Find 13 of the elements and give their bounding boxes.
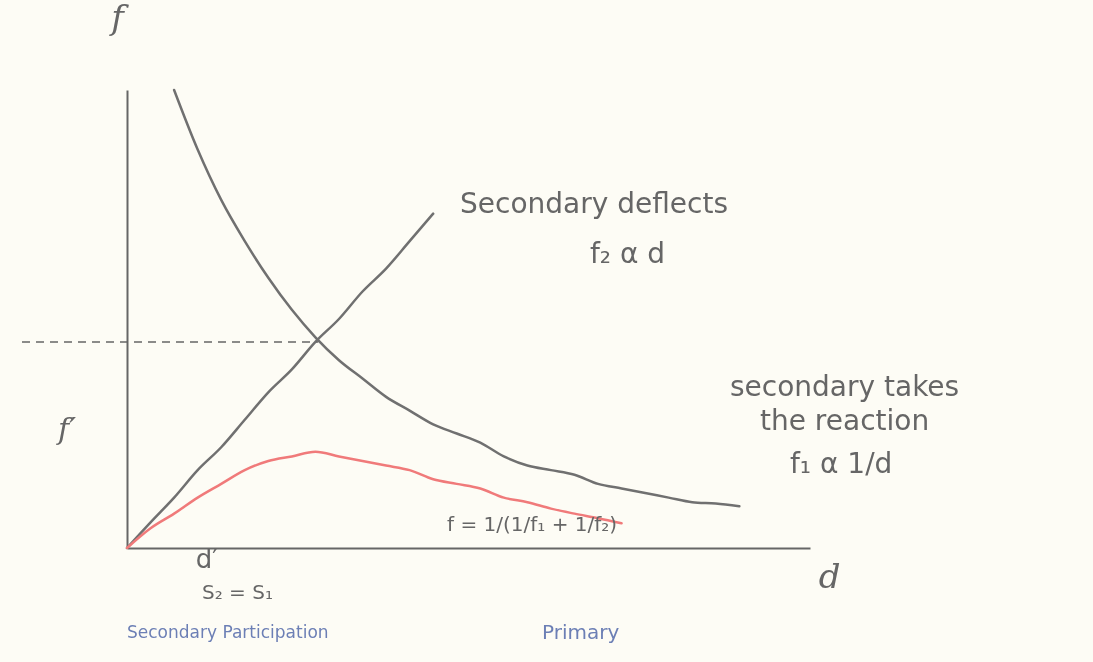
text: S₂ = S₁: [202, 580, 273, 604]
annotation: Secondary deflects: [460, 187, 729, 220]
annotation: f = 1/(1/f₁ + 1/f₂): [447, 512, 618, 536]
annotation: the reaction: [760, 404, 930, 437]
text: Secondary Participation: [127, 622, 329, 642]
annotation: d′: [195, 544, 219, 574]
x-axis-title: d: [818, 555, 841, 596]
text: Primary: [542, 620, 620, 644]
y-axis-title: f: [108, 0, 130, 37]
annotation: secondary takes: [730, 370, 960, 403]
annotation: f₂ α d: [590, 237, 666, 270]
annotation: f₁ α 1/d: [790, 447, 893, 480]
ref-line-label: f′: [56, 411, 77, 446]
